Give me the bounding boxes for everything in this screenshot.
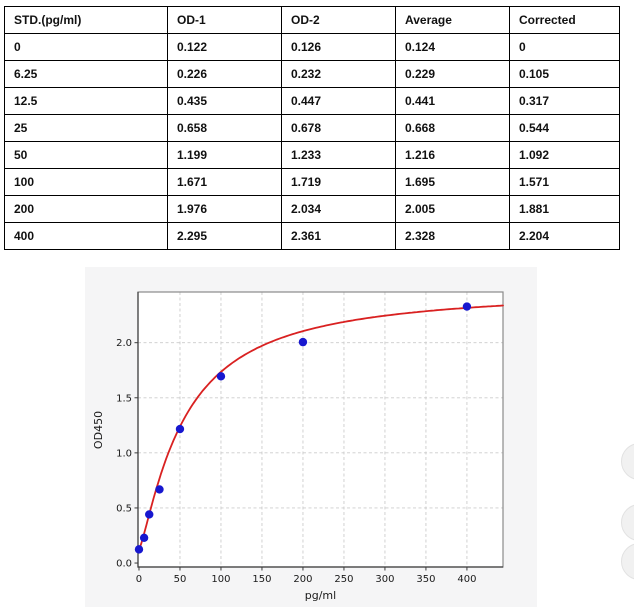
standards-table: STD.(pg/ml) OD-1 OD-2 Average Corrected 0 0.1… [4,6,620,250]
y-axis: 0.0 0.5 1.0 1.5 2.0 [116,338,138,570]
x-tick-label: 400 [457,574,476,585]
table-cell: 2.361 [281,222,396,250]
table-row: 0 0.122 0.126 0.124 0 [4,33,620,61]
x-tick-label: 200 [293,574,312,585]
data-point [134,545,144,554]
data-point [155,485,164,494]
y-tick-label: 0.0 [116,559,132,570]
table-cell: 1.092 [509,141,620,169]
table-cell: 0.668 [395,114,510,142]
y-axis-label: OD450 [92,411,105,449]
table-cell: 0.435 [167,87,282,115]
y-tick-label: 2.0 [116,338,132,349]
x-tick-label: 100 [211,574,230,585]
table-row: 400 2.295 2.361 2.328 2.204 [4,222,620,250]
table-row: 25 0.658 0.678 0.668 0.544 [4,114,620,142]
table-cell: 0.105 [509,60,620,88]
table-cell: 1.695 [395,168,510,196]
table-cell: 1.233 [281,141,396,169]
table-cell: 1.199 [167,141,282,169]
grid-lines [138,292,503,567]
table-header-cell: STD.(pg/ml) [4,6,168,34]
table-cell: 1.216 [395,141,510,169]
floating-button-2[interactable] [621,504,634,541]
floating-button-3[interactable] [621,543,634,580]
data-point [139,533,149,543]
table-header-cell: OD-1 [167,6,282,34]
data-point [216,372,226,381]
table-cell: 0.226 [167,60,282,88]
x-tick-label: 0 [136,574,142,585]
table-row: 12.5 0.435 0.447 0.441 0.317 [4,87,620,115]
table-cell: 1.976 [167,195,282,223]
table-header-cell: OD-2 [281,6,396,34]
axis-spines [137,292,503,568]
table-cell: 1.881 [509,195,620,223]
x-axis-label: pg/ml [305,589,336,602]
table-cell: 1.671 [167,168,282,196]
table-cell: 12.5 [4,87,168,115]
table-row: 50 1.199 1.233 1.216 1.092 [4,141,620,169]
table-row: 200 1.976 2.034 2.005 1.881 [4,195,620,223]
x-axis: 0 50 100 150 200 250 300 350 400 [136,567,476,585]
table-cell: 0.544 [509,114,620,142]
data-point [175,424,185,434]
table-row: 100 1.671 1.719 1.695 1.571 [4,168,620,196]
table-header-cell: Average [395,6,510,34]
table-cell: 50 [4,141,168,169]
data-points [134,302,472,554]
plot-area [138,292,503,567]
standard-curve-chart: 0 50 100 150 200 250 300 350 400 0.0 0.5 1.0 1.5 2.0 p… [92,291,504,602]
x-tick-label: 300 [375,574,394,585]
table-cell: 0.232 [281,60,396,88]
table-cell: 0.447 [281,87,396,115]
table-cell: 100 [4,168,168,196]
table-cell: 2.034 [281,195,396,223]
table-cell: 200 [4,195,168,223]
x-tick-label: 250 [334,574,353,585]
table-cell: 25 [4,114,168,142]
table-row: 6.25 0.226 0.232 0.229 0.105 [4,60,620,88]
x-tick-label: 150 [252,574,271,585]
table-cell: 1.719 [281,168,396,196]
data-point [298,337,308,347]
table-cell: 6.25 [4,60,168,88]
floating-button-1[interactable] [621,443,634,480]
table-cell: 0 [4,33,168,61]
table-header-cell: Corrected [509,6,620,34]
y-tick-label: 1.0 [116,448,132,459]
table-cell: 0.317 [509,87,620,115]
table-cell: 2.005 [395,195,510,223]
y-tick-label: 1.5 [116,393,132,404]
table-header-row: STD.(pg/ml) OD-1 OD-2 Average Corrected [4,6,620,34]
table-cell: 0.678 [281,114,396,142]
table-cell: 2.328 [395,222,510,250]
table-cell: 0.126 [281,33,396,61]
data-point [145,510,154,519]
x-tick-label: 350 [416,574,435,585]
standard-curve-figure: 0 50 100 150 200 250 300 350 400 0.0 0.5 1.0 1.5 2.0 p… [85,267,537,607]
x-tick-label: 50 [174,574,187,585]
table-cell: 2.204 [509,222,620,250]
data-point [462,302,472,311]
table-cell: 0.658 [167,114,282,142]
table-cell: 0 [509,33,620,61]
fit-curve [138,304,504,551]
y-tick-label: 0.5 [116,503,132,514]
table-cell: 2.295 [167,222,282,250]
table-cell: 0.441 [395,87,510,115]
table-cell: 1.571 [509,168,620,196]
table-cell: 0.122 [167,33,282,61]
table-cell: 0.229 [395,60,510,88]
table-cell: 400 [4,222,168,250]
table-cell: 0.124 [395,33,510,61]
